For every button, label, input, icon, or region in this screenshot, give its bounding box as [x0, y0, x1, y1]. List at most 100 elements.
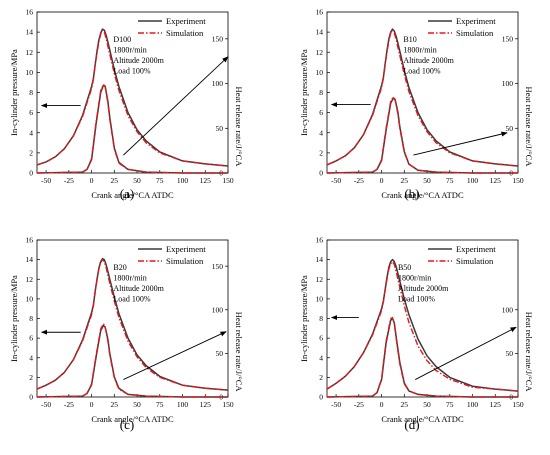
x-tick-label: 100 — [467, 176, 479, 185]
panel-label: (a) — [120, 186, 134, 201]
y-tick-label: 8 — [29, 88, 33, 97]
y-tick-label: 10 — [26, 294, 34, 303]
legend-label: Simulation — [456, 256, 494, 266]
y-tick-label: 0 — [29, 393, 33, 402]
x-tick-label: 125 — [490, 176, 502, 185]
x-tick-label: 25 — [401, 400, 409, 409]
legend-label: Experiment — [456, 16, 496, 26]
annotation-line: B20 — [113, 263, 126, 272]
experiment-heat-release-line — [326, 317, 518, 398]
y-tick-label: 2 — [319, 148, 323, 157]
annotation-line: Load 100% — [113, 295, 150, 304]
x-tick-label: -50 — [331, 176, 341, 185]
simulation-heat-release-line — [36, 323, 228, 398]
y-tick-label: 12 — [316, 275, 324, 284]
y-tick-label: 12 — [26, 275, 34, 284]
y-tick-label: 10 — [316, 68, 324, 77]
panel-label: (b) — [404, 186, 419, 201]
heat-release-arrow — [415, 326, 517, 380]
y-tick-label: 2 — [29, 148, 33, 157]
annotation-line: Altitude 2000m — [113, 56, 164, 65]
simulation-pressure-line — [326, 260, 519, 392]
y-axis-title: In-cylinder pressure/MPa — [299, 49, 309, 136]
y-tick-label: 0 — [319, 169, 323, 178]
experiment-pressure-line — [326, 28, 519, 167]
x-tick-label: 50 — [423, 400, 431, 409]
x-tick-label: 75 — [156, 400, 164, 409]
simulation-pressure-line — [36, 258, 229, 391]
y-tick-label: 10 — [316, 294, 324, 303]
panel-label: (c) — [120, 417, 134, 432]
y-tick-label: 16 — [26, 236, 34, 245]
y2-tick-label: 100 — [502, 305, 514, 314]
x-tick-label: 50 — [133, 176, 141, 185]
x-axis-title: Crank angle/°CA ATDC — [91, 190, 174, 200]
y-tick-label: 8 — [29, 314, 33, 323]
y2-axis-title: Heat release rate/J/°CA — [524, 87, 534, 168]
y-tick-label: 8 — [319, 314, 323, 323]
experiment-heat-release-line — [36, 84, 228, 174]
annotation-line: Altitude 2000m — [403, 56, 454, 65]
simulation-pressure-line — [326, 29, 519, 167]
annotation-line: Load 100% — [398, 295, 435, 304]
experiment-heat-release-line — [36, 324, 228, 398]
x-tick-label: 0 — [90, 176, 94, 185]
y-tick-label: 0 — [29, 169, 33, 178]
y-tick-label: 14 — [26, 28, 34, 37]
y2-tick-label: 150 — [212, 262, 224, 271]
x-tick-label: 125 — [200, 400, 212, 409]
annotation-line: D100 — [113, 35, 131, 44]
simulation-heat-release-line — [326, 316, 518, 398]
y-tick-label: 4 — [29, 128, 33, 137]
y-tick-label: 2 — [319, 373, 323, 382]
x-tick-label: 125 — [490, 400, 502, 409]
annotation-line: Load 100% — [403, 67, 440, 76]
simulation-heat-release-line — [36, 83, 228, 174]
y-tick-label: 10 — [26, 68, 34, 77]
x-tick-label: 150 — [512, 400, 524, 409]
y2-tick-label: 50 — [216, 124, 224, 133]
simulation-pressure-line — [36, 29, 229, 167]
x-tick-label: 150 — [512, 176, 524, 185]
legend-label: Simulation — [166, 256, 204, 266]
y-tick-label: 12 — [316, 48, 324, 57]
legend-label: Simulation — [166, 28, 204, 38]
x-axis-title: Crank angle/°CA ATDC — [91, 414, 174, 424]
x-tick-label: 150 — [222, 176, 234, 185]
chart-panel-3: -50 -25 0 25 50 75 100 125 150024681012141605010… — [9, 236, 244, 432]
x-tick-label: -25 — [64, 400, 74, 409]
x-tick-label: -25 — [354, 400, 364, 409]
y-tick-label: 6 — [319, 334, 323, 343]
annotation-line: 1800r/min — [113, 46, 146, 55]
y2-tick-label: 150 — [212, 34, 224, 43]
x-tick-label: 25 — [401, 176, 409, 185]
panel-label: (d) — [404, 417, 419, 432]
x-tick-label: -25 — [64, 176, 74, 185]
y2-axis-title: Heat release rate/J/°CA — [234, 312, 244, 393]
x-tick-label: 0 — [380, 400, 384, 409]
x-tick-label: 125 — [200, 176, 212, 185]
x-tick-label: 100 — [177, 400, 189, 409]
x-tick-label: 0 — [380, 176, 384, 185]
annotation-line: Altitude 2000m — [113, 284, 164, 293]
y-tick-label: 6 — [29, 108, 33, 117]
y-axis-title: In-cylinder pressure/MPa — [9, 275, 19, 362]
legend-label: Experiment — [166, 16, 206, 26]
annotation-line: Altitude 2000m — [398, 284, 449, 293]
heat-release-arrow — [123, 331, 227, 380]
y2-tick-label: 100 — [212, 305, 224, 314]
x-axis-title: Crank angle/°CA ATDC — [381, 190, 464, 200]
annotation-line: 1800r/min — [403, 46, 436, 55]
y-tick-label: 12 — [26, 48, 34, 57]
legend-label: Simulation — [456, 28, 494, 38]
y-axis-title: In-cylinder pressure/MPa — [299, 275, 309, 362]
x-tick-label: 150 — [222, 400, 234, 409]
x-tick-label: -25 — [354, 176, 364, 185]
annotation-line: 1800r/min — [113, 274, 146, 283]
annotation-line: B10 — [403, 35, 416, 44]
y-axis-title: In-cylinder pressure/MPa — [9, 49, 19, 136]
annotation-line: 1800r/min — [398, 274, 431, 283]
simulation-heat-release-line — [326, 96, 518, 174]
y-tick-label: 6 — [29, 334, 33, 343]
